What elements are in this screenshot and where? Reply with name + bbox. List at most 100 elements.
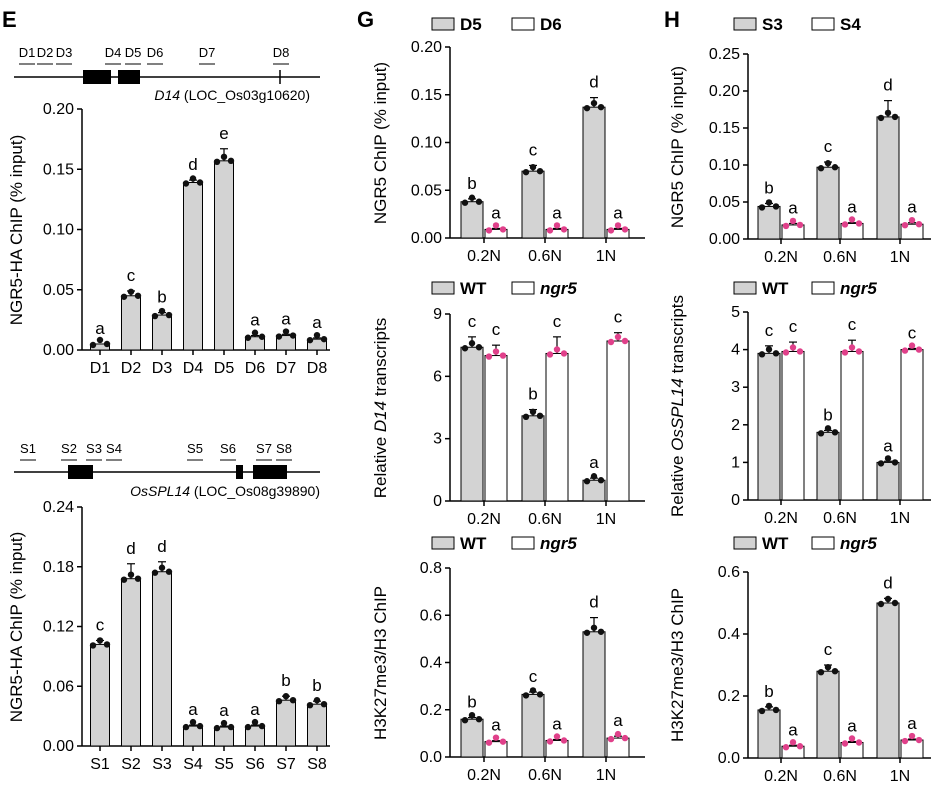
legend-swatch [511,281,535,295]
data-point [158,564,166,571]
x-tick-label: S5 [214,756,234,773]
region-label-s8: S8 [276,441,292,456]
sig-letter: d [883,573,892,592]
sig-letter: b [312,676,321,695]
x-tick-label: 1N [596,511,616,528]
data-point [313,696,321,704]
y-tick-label: 0 [731,492,740,509]
gene-label-spl14: OsSPL14 (LOC_Os08g39890) [130,483,320,499]
region-label-d3: D3 [56,45,73,60]
y-tick-label: 0.00 [411,230,442,247]
y-tick-label: 0.20 [709,83,740,100]
data-point [560,350,568,357]
gene-label-d14: D14 (LOC_Os03g10620) [154,87,310,103]
data-point [908,732,916,740]
sig-letter: b [467,174,476,193]
data-point [96,637,104,644]
sig-letter: a [491,716,501,735]
bar-d5-0p6n [521,170,545,239]
legend-swatch [431,17,455,31]
data-point [134,575,142,582]
sig-letter: d [157,537,166,556]
bar-wt-1n [582,631,606,758]
data-point [772,706,780,714]
gene-model-d14: D1 D2 D3 D4 D5 D6 D7 D8 D14 (LOC_Os03g10620) [14,45,320,103]
bar-ngr5-1n [900,349,924,501]
data-point [614,222,622,229]
data-point [891,599,899,607]
legend-swatch [511,536,535,550]
sig-letter: b [467,693,476,712]
sig-letter: a [589,453,599,472]
data-point [824,160,832,167]
data-point [182,723,190,731]
data-point [320,700,328,708]
data-point [127,571,135,578]
y-tick-label: 4 [731,342,740,359]
y-tick-label: 0.05 [411,182,442,199]
data-point [158,307,166,315]
data-point [908,217,916,224]
data-point [306,701,314,709]
data-point [522,692,530,699]
y-tick-label: 0.00 [709,231,740,248]
y-axis-label: NGR5-HA ChIP (% input) [7,135,26,326]
sig-letter: c [468,312,477,331]
x-tick-label: D5 [214,360,235,377]
legend-swatch [811,536,835,550]
sig-letter: a [613,203,623,222]
data-point [492,222,500,229]
data-point [275,333,283,340]
legend-label: ngr5 [840,279,877,298]
data-point [196,179,204,186]
x-tick-label: 0.2N [467,248,501,265]
y-tick-label: 0.18 [43,559,74,576]
x-tick-label: 0.2N [467,511,501,528]
x-tick-label: 0.6N [823,249,857,266]
data-point [590,624,598,631]
legend-label: S3 [762,15,783,34]
data-point [782,222,790,230]
bar-ngr5-0p6n [545,352,569,502]
sig-letter: d [188,155,197,174]
data-point [908,342,916,349]
data-point [772,203,780,210]
legend-label: WT [460,534,487,553]
y-tick-label: 1 [731,454,740,471]
legend-label: WT [762,279,789,298]
panel-label-e: E [2,7,17,32]
data-point [546,738,554,745]
data-point [220,719,228,727]
data-point [824,425,832,432]
legend-swatch [733,536,757,550]
y-axis-label: NGR5 ChIP (% input) [371,62,390,224]
region-label-s1: S1 [20,441,36,456]
data-point [597,103,605,111]
data-point [765,199,773,206]
sig-letter: d [883,76,892,95]
data-point [96,336,104,344]
sig-letter: a [847,717,857,736]
sig-letter: b [823,405,832,424]
data-point [529,163,537,171]
y-tick-label: 0.0 [420,749,442,766]
data-point [597,477,605,484]
sig-letter: a [907,198,917,217]
data-point [468,194,476,201]
chart-e2: 0.00 0.06 0.12 0.18 0.24 NGR5-HA ChIP (% inpu… [7,499,330,773]
sig-letter: c [848,315,857,334]
data-point [499,352,507,359]
legend-label: D5 [460,15,482,34]
bar-wt-0p2n [757,352,781,501]
bar-s3 [152,571,172,747]
data-point [621,734,629,742]
bar-wt-1n [876,602,900,759]
region-label-d1: D1 [19,45,36,60]
y-tick-label: 0.05 [43,282,74,299]
data-point [475,198,483,205]
data-point [306,336,314,344]
data-point [546,351,554,358]
region-label-s5: S5 [187,441,203,456]
data-point [831,429,839,436]
data-point [536,167,544,175]
